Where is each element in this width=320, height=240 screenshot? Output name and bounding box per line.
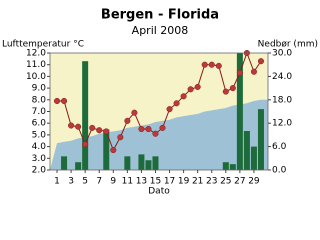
x-tick-label: 23 [206, 177, 217, 187]
x-tick-label: 25 [220, 177, 231, 187]
marker [194, 83, 201, 90]
bar [124, 156, 131, 170]
bar [222, 162, 229, 170]
marker [61, 97, 68, 105]
marker [166, 106, 173, 113]
marker [208, 61, 215, 68]
bar [75, 162, 82, 170]
y-tick-label: 9.0 [32, 84, 47, 94]
x-tick-label: 19 [178, 177, 190, 187]
x-tick-label: 15 [150, 177, 161, 187]
bar [243, 131, 250, 170]
y-axis-label: Lufttemperatur °C [2, 40, 84, 50]
x-tick-label: 29 [248, 177, 260, 187]
marker [229, 85, 236, 92]
y-tick-label: 4.0 [32, 142, 47, 152]
marker [89, 124, 96, 131]
bar [250, 146, 257, 170]
marker [53, 97, 61, 105]
y-tick-label: 8.0 [32, 95, 47, 105]
x-tick-label: 11 [122, 177, 133, 187]
x-tick-label: 21 [192, 177, 203, 187]
y-tick-label: 7.0 [32, 107, 47, 117]
y-tick-label: 3.0 [32, 154, 47, 164]
y2-tick-label: 30.0 [272, 49, 292, 59]
marker [110, 147, 117, 154]
y2-tick-label: 0.0 [272, 166, 287, 176]
x-tick-label: 7 [96, 177, 102, 187]
y-tick-label: 10.0 [26, 72, 46, 82]
x-axis-label: Dato [148, 187, 170, 197]
y-tick-label: 5.0 [32, 130, 47, 140]
marker [222, 88, 229, 95]
marker [96, 127, 103, 134]
marker [131, 109, 138, 116]
marker [145, 126, 152, 133]
marker [215, 62, 222, 69]
marker [124, 117, 131, 124]
chart-subtitle: April 2008 [132, 24, 189, 37]
x-tick-label: 3 [68, 177, 74, 187]
chart-title: Bergen - Florida [101, 8, 219, 23]
x-tick-label: 5 [82, 177, 88, 187]
y2-tick-label: 18.0 [272, 95, 292, 105]
bar [82, 61, 89, 170]
marker [117, 134, 124, 141]
bar [257, 109, 264, 170]
bar [138, 154, 145, 170]
y-tick-label: 11.0 [26, 60, 46, 70]
marker [68, 122, 75, 129]
bar [61, 156, 68, 170]
y-tick-label: 2.0 [32, 166, 47, 176]
y2-tick-label: 24.0 [272, 72, 292, 82]
marker [187, 86, 194, 93]
chart: Bergen - Florida April 2008 Lufttemperat… [2, 8, 318, 197]
bar [229, 164, 236, 170]
y2-axis-label: Nedbør (mm) [258, 40, 318, 50]
x-tick-label: 27 [234, 177, 245, 187]
y2-tick-label: 12.0 [272, 119, 292, 129]
y2-tick-label: 6.0 [272, 142, 287, 152]
marker [103, 128, 110, 135]
x-tick-label: 17 [164, 177, 175, 187]
marker [180, 93, 187, 100]
marker [138, 126, 145, 133]
marker [82, 141, 89, 148]
bar [236, 53, 243, 170]
bar [103, 129, 110, 170]
y-tick-label: 6.0 [32, 119, 47, 129]
bar [145, 160, 152, 170]
x-tick-label: 1 [54, 177, 60, 187]
y-tick-label: 12.0 [26, 49, 46, 59]
marker [152, 130, 159, 137]
marker [257, 58, 265, 65]
marker [159, 124, 166, 131]
marker [75, 123, 82, 130]
marker [250, 68, 257, 75]
marker [173, 100, 180, 107]
marker [236, 69, 243, 76]
x-tick-label: 13 [136, 177, 147, 187]
bar [152, 156, 159, 170]
x-tick-label: 9 [110, 177, 116, 187]
marker [201, 61, 208, 68]
